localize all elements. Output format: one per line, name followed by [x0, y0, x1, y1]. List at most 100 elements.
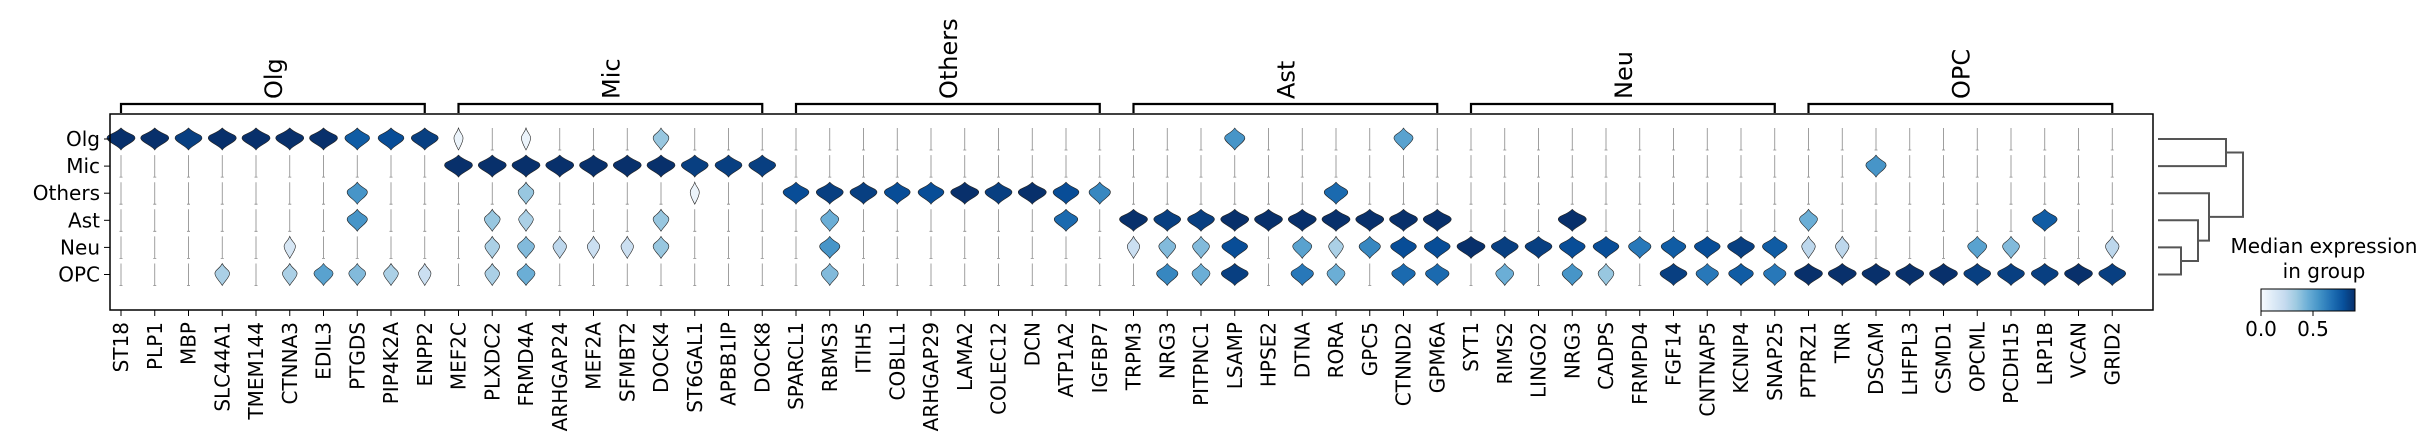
violin-empty — [389, 236, 393, 259]
gene-label: LHFPL3 — [1898, 322, 1922, 396]
violin-empty — [1233, 182, 1237, 205]
violin-empty — [220, 236, 224, 259]
violin-empty — [1300, 128, 1304, 151]
violin — [1391, 263, 1416, 287]
colorbar-gradient — [2260, 288, 2356, 312]
violin — [518, 208, 534, 232]
violin-empty — [1030, 155, 1034, 178]
violin-empty — [1132, 155, 1135, 178]
violin-empty — [1469, 209, 1473, 232]
gene-label: CADPS — [1594, 322, 1618, 390]
violin-empty — [1604, 182, 1608, 205]
violin-area — [106, 126, 2126, 287]
violin-empty — [558, 263, 562, 286]
violin — [1557, 208, 1587, 232]
violin — [1221, 235, 1248, 260]
gene-label: ARHGAP24 — [548, 322, 572, 431]
violin — [884, 181, 911, 205]
violin-empty — [254, 236, 258, 259]
violin-empty — [1908, 155, 1912, 178]
gene-label: SLC44A1 — [210, 322, 234, 412]
violin-empty — [322, 155, 325, 178]
violin-empty — [1165, 182, 1169, 205]
colorbar: Median expression in group 0.0 0.5 — [2231, 234, 2418, 341]
violin-empty — [997, 236, 1000, 259]
violin-empty — [187, 263, 190, 286]
violin-empty — [997, 128, 1000, 151]
violin-empty — [1773, 155, 1777, 178]
violin-empty — [1975, 128, 1979, 151]
violin-empty — [1975, 155, 1979, 178]
violin-empty — [119, 236, 123, 259]
violin — [1158, 235, 1176, 260]
violin-empty — [423, 209, 427, 232]
violin — [1393, 127, 1414, 151]
violin-empty — [862, 263, 865, 286]
violin-empty — [828, 128, 832, 151]
violin — [309, 127, 338, 151]
violin — [1659, 263, 1688, 287]
violin-empty — [187, 209, 190, 232]
gene-label: PIP4K2A — [379, 322, 403, 405]
group-label: Others — [33, 181, 100, 205]
violin-empty — [457, 263, 460, 286]
violin-empty — [1435, 182, 1439, 205]
gene-label: MEF2A — [582, 322, 606, 390]
violin-empty — [727, 209, 730, 232]
gene-label: LINGO2 — [1527, 322, 1551, 398]
violin — [552, 235, 567, 260]
violin — [1694, 235, 1721, 260]
violin-empty — [1604, 209, 1608, 232]
violin-empty — [1368, 155, 1372, 178]
gene-label: PTGDS — [345, 322, 369, 390]
violin — [1221, 263, 1249, 287]
gene-label: ENPP2 — [413, 322, 437, 386]
violin-empty — [997, 209, 1000, 232]
violin-empty — [794, 155, 798, 178]
gene-label: PLP1 — [143, 322, 167, 370]
violin-empty — [2009, 182, 2013, 205]
violin-empty — [1267, 128, 1270, 151]
violin-empty — [1098, 236, 1102, 259]
violin — [241, 127, 271, 151]
violin — [1187, 208, 1215, 232]
gene-label: PLXDC2 — [480, 322, 504, 401]
violin-empty — [1840, 128, 1844, 151]
violin — [521, 126, 531, 151]
violin — [1119, 208, 1148, 232]
violin-empty — [1705, 182, 1709, 205]
bracket — [1807, 102, 2114, 113]
gene-label: GRID2 — [2100, 322, 2124, 385]
violin — [383, 262, 399, 287]
violin-empty — [119, 182, 123, 205]
violin-empty — [1739, 209, 1743, 232]
violin-empty — [1300, 182, 1304, 205]
violin-empty — [1975, 182, 1979, 205]
violin-empty — [1908, 209, 1912, 232]
violin-empty — [929, 155, 933, 178]
gene-label: OPCML — [1965, 321, 1989, 392]
violin-empty — [2110, 155, 2114, 178]
violin-empty — [2043, 128, 2047, 151]
gene-label: LAMA2 — [953, 322, 977, 391]
violin-empty — [457, 236, 460, 259]
violin-empty — [1469, 263, 1473, 286]
violin-empty — [2077, 128, 2080, 151]
violin — [1835, 235, 1850, 260]
violin — [275, 127, 305, 151]
violin — [1390, 235, 1417, 260]
violin-empty — [862, 236, 865, 259]
violin-empty — [153, 236, 157, 259]
violin — [1799, 208, 1818, 232]
bracket — [457, 102, 764, 113]
violin — [1287, 208, 1317, 232]
violin — [1524, 235, 1553, 260]
violin-empty — [1537, 128, 1540, 151]
violin-empty — [1570, 155, 1574, 178]
violin — [652, 127, 670, 151]
violin-empty — [558, 182, 562, 205]
violin-empty — [1739, 182, 1743, 205]
violin-empty — [1132, 263, 1135, 286]
gene-label: LRP1B — [2033, 322, 2057, 386]
